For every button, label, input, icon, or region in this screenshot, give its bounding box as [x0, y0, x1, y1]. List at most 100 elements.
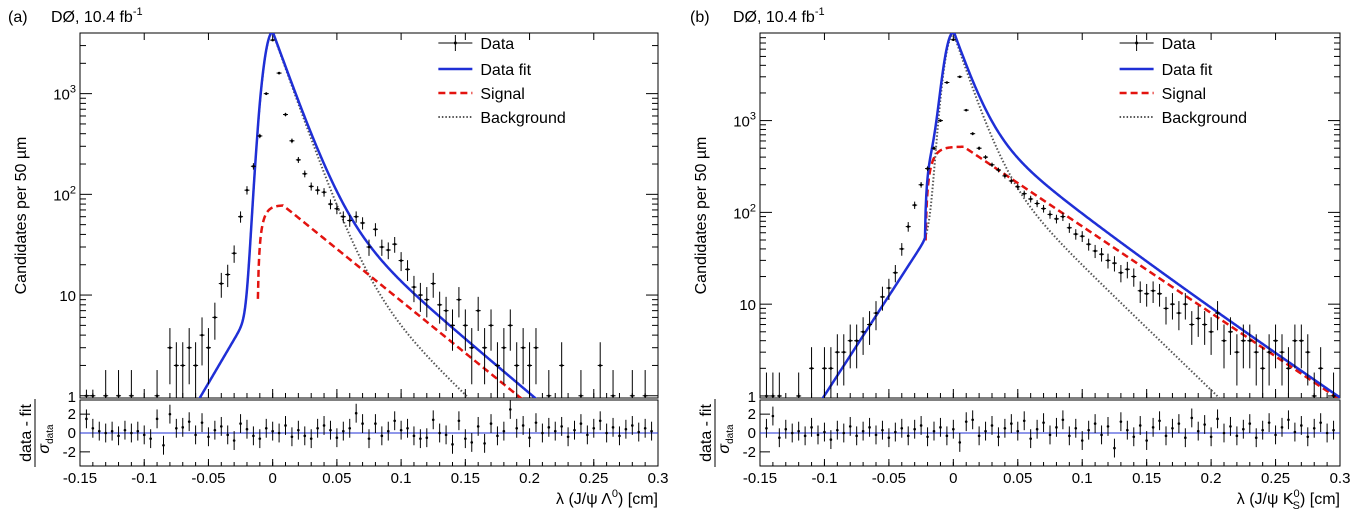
data-point — [560, 364, 563, 367]
panel-label: (a) — [8, 9, 28, 26]
data-point — [829, 367, 833, 370]
data-point — [1061, 215, 1065, 218]
residual-label-denominator: σdata — [36, 424, 56, 454]
data-point — [187, 346, 191, 350]
residual-point — [1209, 435, 1213, 439]
residual-point — [136, 429, 140, 433]
x-tick-label: 0.25 — [579, 470, 608, 487]
y-axis-label: Candidates per 50 µm — [13, 137, 30, 295]
panel-a: (a) DØ, 10.4 fb-1 -0.15 -0.1 -0.05 0 0.05 0.1 0.… — [8, 6, 668, 508]
data-point — [508, 324, 512, 327]
residual-point — [1242, 427, 1245, 431]
data-point — [1132, 275, 1136, 278]
data-point — [836, 350, 839, 354]
residual-point — [393, 419, 396, 423]
residual-point — [1035, 427, 1039, 431]
residual-point — [399, 428, 403, 432]
residual-y-label: data - fit σdata — [18, 399, 56, 467]
legend-label-fit: Data fit — [480, 62, 531, 79]
data-point — [932, 146, 936, 150]
residual-point — [971, 418, 974, 422]
data-point — [1229, 330, 1232, 334]
data-point — [990, 163, 994, 167]
residual-point — [643, 426, 647, 430]
residual-point — [1312, 426, 1316, 430]
residual-point — [887, 436, 891, 440]
data-point — [515, 364, 519, 367]
residual-point — [560, 425, 563, 428]
residual-point — [848, 425, 852, 428]
residual-point — [226, 433, 230, 437]
main-plot-frame — [79, 32, 659, 399]
residual-point — [483, 442, 486, 445]
data-point — [778, 394, 781, 398]
data-point — [547, 394, 551, 398]
data-fit-curve — [198, 33, 538, 398]
residual-point — [200, 421, 204, 424]
residual-label-denominator: σdata — [716, 424, 736, 454]
data-point — [470, 346, 474, 350]
data-point — [598, 364, 602, 367]
residual-point — [1254, 436, 1258, 440]
residual-point — [470, 441, 474, 444]
y-tick-label: 102 — [733, 202, 756, 222]
residual-point — [297, 428, 300, 432]
data-point — [1068, 226, 1071, 230]
x-tick-label: -0.1 — [812, 470, 838, 487]
residual-tick-label: -2 — [743, 444, 756, 461]
residual-point — [515, 426, 519, 430]
signal-curve — [924, 145, 1340, 398]
data-point — [438, 303, 441, 307]
residual-point — [155, 417, 159, 421]
residual-point — [1164, 434, 1168, 438]
residual-point — [605, 431, 608, 435]
y-tick-label: 1 — [748, 389, 756, 406]
residual-point — [997, 435, 1000, 439]
legend-label-data: Data — [480, 36, 514, 53]
data-point — [1177, 311, 1181, 315]
x-tick-label: 0.1 — [391, 470, 412, 487]
residual-point — [142, 433, 146, 437]
residual-point — [1055, 426, 1058, 429]
x-tick-label: 0.15 — [451, 470, 480, 487]
residual-point — [264, 426, 268, 430]
residual-point — [1190, 416, 1194, 420]
residual-point — [316, 426, 319, 430]
residual-point — [85, 417, 88, 421]
data-point — [868, 323, 871, 326]
x-tick-label: 0 — [949, 470, 957, 487]
data-point — [104, 394, 107, 398]
residual-point — [1151, 426, 1155, 429]
residual-point — [1029, 437, 1032, 440]
residual-point — [797, 429, 800, 433]
residual-point — [181, 426, 185, 429]
data-point — [643, 394, 647, 398]
data-point — [386, 248, 390, 252]
data-point — [1080, 234, 1084, 238]
residual-point — [239, 422, 242, 425]
data-points — [763, 38, 1337, 398]
data-point — [1035, 202, 1039, 205]
residual-point — [386, 429, 390, 433]
residual-point — [611, 426, 615, 429]
residual-point — [367, 437, 371, 440]
panel-b: (b) DØ, 10.4 fb-1 -0.15 -0.1 -0.05 0 0.05 0.1 0.… — [690, 6, 1350, 510]
residual-point — [110, 429, 114, 433]
residual-point — [868, 426, 871, 429]
x-tick-label: 0.3 — [1330, 470, 1351, 487]
data-point — [945, 81, 949, 84]
residual-point — [207, 435, 210, 439]
residual-point — [104, 431, 107, 435]
data-point — [213, 316, 217, 319]
y-tick-label: 1 — [68, 389, 76, 406]
residual-tick-label: 2 — [68, 406, 76, 423]
residual-point — [926, 435, 929, 439]
data-point — [464, 324, 467, 327]
residual-point — [464, 437, 467, 440]
data-point — [181, 364, 185, 367]
data-point — [952, 38, 955, 42]
residual-point — [1274, 433, 1277, 437]
data-point — [1029, 197, 1032, 201]
residual-point — [309, 437, 313, 440]
residual-point — [1119, 420, 1123, 423]
